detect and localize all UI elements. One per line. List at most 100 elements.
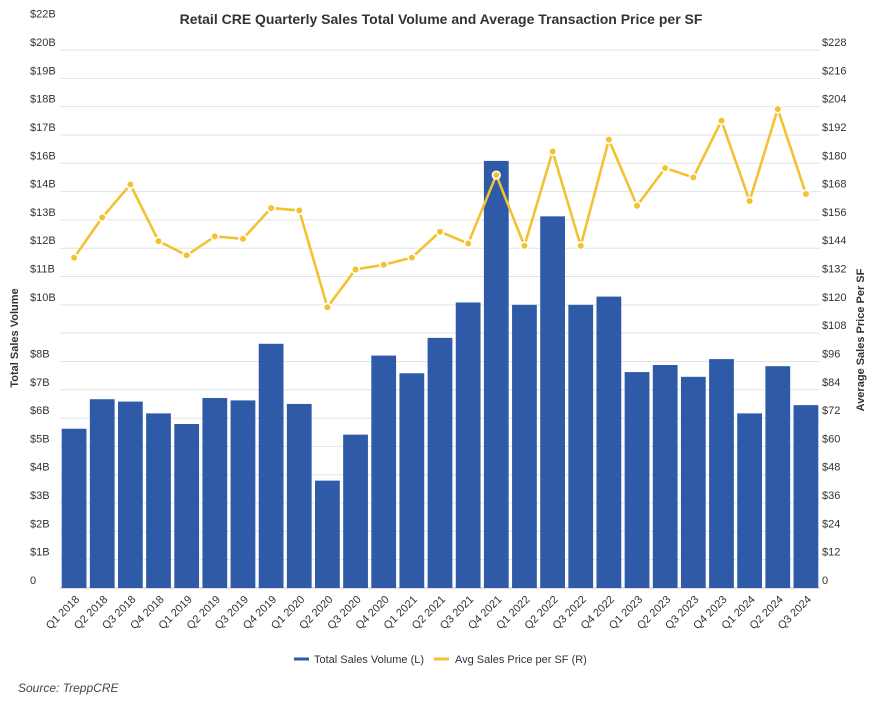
- right-tick-label: $192: [822, 122, 846, 134]
- left-tick-label: $4B: [30, 462, 50, 474]
- right-tick-label: 0: [822, 575, 828, 587]
- source-note: Source: TreppCRE: [18, 681, 119, 695]
- volume-bar: [89, 399, 115, 588]
- right-tick-label: $120: [822, 292, 846, 304]
- price-point: [69, 253, 79, 263]
- right-tick-label: $36: [822, 490, 840, 502]
- left-tick-label: $2B: [30, 518, 50, 530]
- volume-bar: [286, 403, 312, 588]
- price-point: [350, 264, 361, 275]
- volume-bar: [596, 296, 622, 588]
- left-tick-label: $22B: [30, 9, 56, 21]
- right-tick-label: $12: [822, 547, 840, 559]
- volume-bar: [230, 400, 256, 588]
- left-tick-label: $8B: [30, 348, 50, 360]
- legend-label-volume: Total Sales Volume (L): [314, 654, 424, 666]
- volume-bar: [174, 424, 200, 588]
- price-line: [69, 104, 811, 312]
- price-point: [491, 170, 501, 180]
- left-tick-label: $7B: [30, 377, 50, 389]
- right-tick-label: $84: [822, 377, 840, 389]
- volume-bar: [202, 398, 228, 588]
- price-point: [547, 146, 558, 157]
- legend-label-price: Avg Sales Price per SF (R): [455, 654, 587, 666]
- right-tick-label: $204: [822, 94, 846, 106]
- left-tick-label: $5B: [30, 433, 50, 445]
- price-point: [322, 302, 333, 312]
- price-point: [801, 189, 811, 199]
- price-point: [716, 116, 727, 126]
- volume-bar: [399, 373, 425, 588]
- price-point: [604, 135, 614, 145]
- volume-bar: [512, 304, 537, 588]
- left-tick-label: $18B: [30, 94, 56, 106]
- volume-bar: [540, 216, 565, 588]
- right-tick-label: $60: [822, 433, 840, 445]
- left-tick-label: $13B: [30, 207, 56, 219]
- price-point: [238, 234, 248, 244]
- left-tick-label: $1B: [30, 547, 50, 559]
- price-point: [210, 231, 220, 242]
- price-point: [97, 212, 107, 223]
- right-tick-label: $228: [822, 37, 846, 49]
- volume-bar: [737, 413, 763, 588]
- right-tick-label: $72: [822, 405, 840, 417]
- volume-bar: [61, 428, 87, 588]
- volume-bar: [624, 372, 650, 588]
- price-point: [745, 196, 755, 206]
- volume-bar: [117, 401, 143, 588]
- right-tick-label: $144: [822, 235, 846, 247]
- left-tick-label: $6B: [30, 405, 50, 417]
- price-point: [435, 227, 445, 237]
- volume-bar: [146, 413, 171, 588]
- left-tick-label: $20B: [30, 37, 56, 49]
- price-point: [125, 179, 135, 190]
- left-tick-label: $14B: [30, 179, 56, 191]
- right-tick-label: $168: [822, 179, 846, 191]
- right-tick-label: $180: [822, 150, 846, 162]
- volume-bar: [680, 376, 706, 588]
- price-point: [379, 260, 389, 270]
- price-point: [153, 236, 164, 246]
- price-point: [266, 203, 276, 213]
- volume-bar: [793, 405, 819, 588]
- legend: Total Sales Volume (L) Avg Sales Price p…: [294, 654, 587, 666]
- left-tick-label: $19B: [30, 65, 56, 77]
- price-point: [773, 104, 783, 114]
- price-point: [182, 250, 192, 260]
- price-point: [519, 241, 530, 251]
- right-tick-label: $156: [822, 207, 846, 219]
- left-axis-ticks: 0 $1B $2B $3B $4B $5B $6B $7B $8B $10B $11B $12B $13…: [30, 9, 56, 587]
- right-tick-label: $96: [822, 348, 840, 360]
- right-axis-label: Average Sales Price Per SF: [855, 268, 867, 411]
- volume-bar: [371, 355, 397, 588]
- price-point: [407, 253, 417, 263]
- right-axis-ticks: 0 $12 $24 $36 $48 $60 $72 $84 $96 $108 $120 $132 $14…: [822, 37, 846, 587]
- volume-bar: [315, 480, 340, 588]
- right-tick-label: $48: [822, 462, 840, 474]
- left-tick-label: $10B: [30, 292, 56, 304]
- volume-bar: [709, 359, 734, 588]
- price-point: [688, 172, 698, 183]
- left-tick-label: $17B: [30, 122, 56, 134]
- left-tick-label: 0: [30, 575, 36, 587]
- left-tick-label: $16B: [30, 150, 56, 162]
- left-tick-label: $11B: [30, 264, 55, 276]
- price-point: [294, 205, 304, 216]
- right-tick-label: $24: [822, 518, 840, 530]
- price-point: [632, 201, 642, 211]
- volume-bar: [455, 302, 481, 588]
- right-tick-label: $216: [822, 65, 846, 77]
- price-point: [463, 238, 473, 249]
- volume-bar: [343, 434, 368, 588]
- price-line-path: [73, 107, 808, 309]
- bars: [61, 160, 819, 588]
- left-axis-label: Total Sales Volume: [9, 288, 21, 387]
- right-tick-label: $132: [822, 264, 846, 276]
- volume-bar: [765, 366, 791, 588]
- price-point: [576, 241, 586, 251]
- volume-bar: [483, 160, 509, 588]
- volume-bar: [258, 343, 284, 588]
